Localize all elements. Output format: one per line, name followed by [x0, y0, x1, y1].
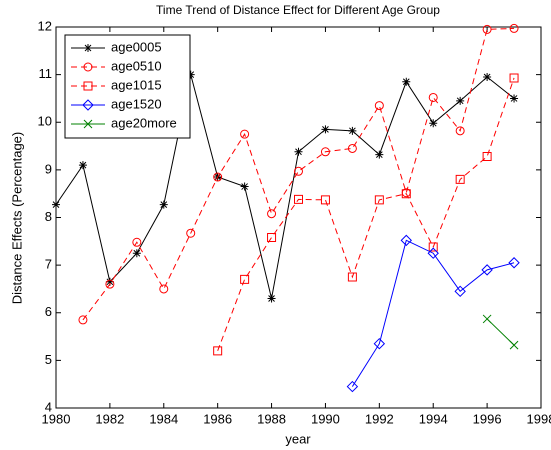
chart-title: Time Trend of Distance Effect for Differ…: [156, 3, 440, 17]
data-point: [510, 94, 519, 103]
x-tick-label: 1982: [95, 411, 124, 426]
data-point: [456, 96, 465, 105]
series-line: [351, 239, 515, 387]
data-point: [159, 200, 168, 209]
y-tick-label: 9: [45, 161, 52, 176]
data-point: [427, 247, 439, 259]
data-point: [348, 126, 357, 135]
data-point: [240, 182, 249, 191]
data-point: [347, 272, 357, 282]
data-point: [455, 126, 465, 136]
data-point: [213, 172, 223, 182]
y-tick-label: 6: [45, 304, 52, 319]
legend-label: age0005: [111, 39, 162, 54]
data-point: [186, 228, 196, 238]
x-tick-label: 1994: [419, 411, 448, 426]
data-point: [428, 92, 438, 102]
series-line: [82, 27, 515, 321]
legend-label: age1015: [111, 77, 162, 92]
y-tick-label: 10: [38, 114, 52, 129]
y-tick-label: 11: [39, 66, 53, 81]
x-axis-label: year: [285, 431, 311, 446]
legend: age0005 age0510 age1015 age1520 age20more: [64, 34, 191, 139]
x-tick-label: 1986: [203, 411, 232, 426]
legend-marker: [83, 119, 93, 129]
data-point: [454, 285, 466, 298]
data-point: [481, 264, 493, 276]
legend-label: age0510: [111, 58, 162, 73]
data-point: [508, 257, 520, 269]
y-tick-label: 5: [45, 352, 52, 367]
data-point: [482, 24, 492, 34]
data-point: [52, 200, 60, 209]
data-point: [374, 195, 384, 205]
data-point: [294, 166, 304, 176]
data-point: [509, 23, 519, 33]
data-point: [402, 77, 411, 86]
x-tick-label: 1980: [42, 411, 71, 426]
data-point: [482, 314, 492, 324]
data-point: [240, 129, 250, 139]
data-point: [159, 284, 169, 294]
data-point: [482, 152, 492, 162]
legend-label: age20more: [111, 115, 177, 130]
data-point: [105, 277, 114, 286]
data-point: [373, 337, 386, 350]
data-point: [78, 315, 88, 325]
data-point: [347, 143, 357, 153]
data-point: [509, 73, 519, 83]
data-point: [320, 147, 330, 157]
data-point: [401, 189, 411, 199]
data-point: [455, 174, 465, 184]
data-point: [240, 274, 250, 284]
x-tick-label: 1984: [149, 411, 178, 426]
data-point: [400, 234, 412, 247]
y-tick-label: 4: [45, 399, 52, 414]
legend-marker: [83, 62, 93, 72]
legend-marker: [82, 99, 94, 111]
data-point: [428, 242, 438, 252]
data-point: [294, 147, 303, 156]
data-point: [213, 346, 223, 356]
data-point: [429, 119, 438, 128]
data-point: [509, 340, 519, 350]
data-point: [132, 237, 142, 247]
y-tick-label: 8: [45, 209, 52, 224]
y-axis-label: Distance Effects (Percentage): [9, 132, 24, 304]
y-tick-label: 7: [45, 257, 52, 272]
series-line: [217, 77, 515, 352]
data-point: [267, 294, 276, 303]
data-point: [346, 380, 359, 393]
series-line: [55, 74, 515, 299]
x-tick-label: 1992: [365, 411, 394, 426]
x-tick-label: 1988: [257, 411, 286, 426]
data-point: [186, 70, 195, 79]
legend-marker: [83, 81, 93, 91]
data-point: [78, 161, 87, 170]
data-point: [267, 209, 277, 219]
x-tick-label: 1998: [527, 411, 551, 426]
data-point: [374, 101, 384, 111]
legend-marker: [84, 44, 92, 52]
data-point: [320, 195, 330, 205]
x-tick-label: 1996: [473, 411, 502, 426]
data-point: [294, 194, 303, 204]
series-line: [486, 318, 515, 346]
data-point: [105, 279, 115, 289]
data-point: [267, 233, 277, 243]
data-point: [483, 73, 492, 82]
data-point: [132, 249, 141, 258]
x-tick-label: 1990: [311, 411, 340, 426]
data-point: [375, 150, 384, 159]
legend-label: age1520: [111, 96, 162, 111]
y-tick-label: 12: [38, 18, 52, 33]
data-point: [321, 125, 330, 134]
